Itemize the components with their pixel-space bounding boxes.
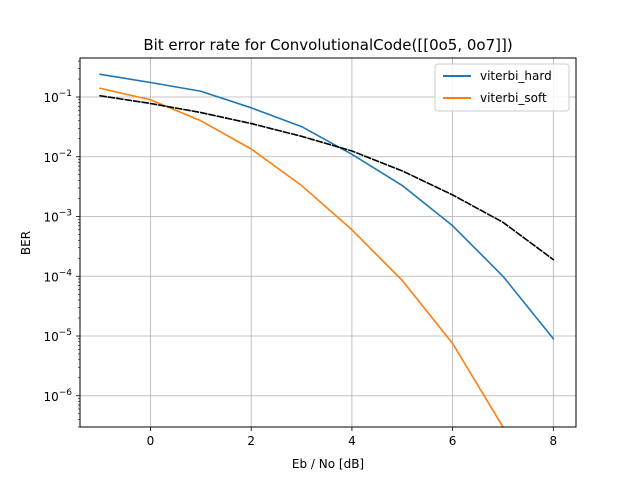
x-tick-label: 4 [348, 434, 356, 448]
legend: viterbi_hard viterbi_soft [434, 63, 570, 112]
grid-lines [80, 58, 576, 427]
y-tick-label-base: 10 [43, 91, 58, 105]
plot-frame [79, 57, 577, 428]
y-tick-label-base: 10 [43, 151, 58, 165]
y-tick-label: 10−6 [43, 388, 72, 404]
y-tick-label-base: 10 [43, 390, 58, 404]
x-axis: 0 2 4 6 8 [147, 427, 557, 448]
y-tick-label-base: 10 [43, 330, 58, 344]
y-tick-label: 10−2 [43, 149, 72, 165]
y-tick-label-base: 10 [43, 211, 58, 225]
legend-label-viterbi-hard: viterbi_hard [480, 69, 552, 83]
y-tick-label-exponent: −6 [59, 388, 73, 398]
y-tick-label: 10−3 [43, 209, 72, 225]
y-tick-label: 10−1 [43, 89, 72, 105]
y-tick-label-exponent: −1 [59, 89, 72, 99]
x-tick-label: 2 [247, 434, 255, 448]
y-tick-label-exponent: −2 [59, 149, 72, 159]
y-tick-label-exponent: −5 [59, 328, 72, 338]
y-tick-label: 10−4 [43, 268, 72, 284]
series-line-viterbi-hard [99, 73, 555, 340]
x-tick-label: 0 [147, 434, 155, 448]
y-axis-label: BER [19, 231, 33, 255]
chart-title: Bit error rate for ConvolutionalCode([[0… [143, 36, 512, 54]
x-tick-label: 6 [449, 434, 457, 448]
plot-area [80, 58, 576, 427]
y-tick-label-exponent: −4 [59, 268, 73, 278]
series-layer [99, 73, 555, 429]
y-axis: 10−110−210−310−410−510−6 [43, 89, 80, 404]
y-tick-label-exponent: −3 [59, 209, 72, 219]
x-axis-label: Eb / No [dB] [292, 457, 364, 471]
y-tick-label: 10−5 [43, 328, 72, 344]
legend-label-viterbi-soft: viterbi_soft [480, 91, 547, 105]
y-tick-label-base: 10 [43, 270, 58, 284]
series-line-dashed [99, 94, 555, 261]
x-tick-label: 8 [550, 434, 558, 448]
